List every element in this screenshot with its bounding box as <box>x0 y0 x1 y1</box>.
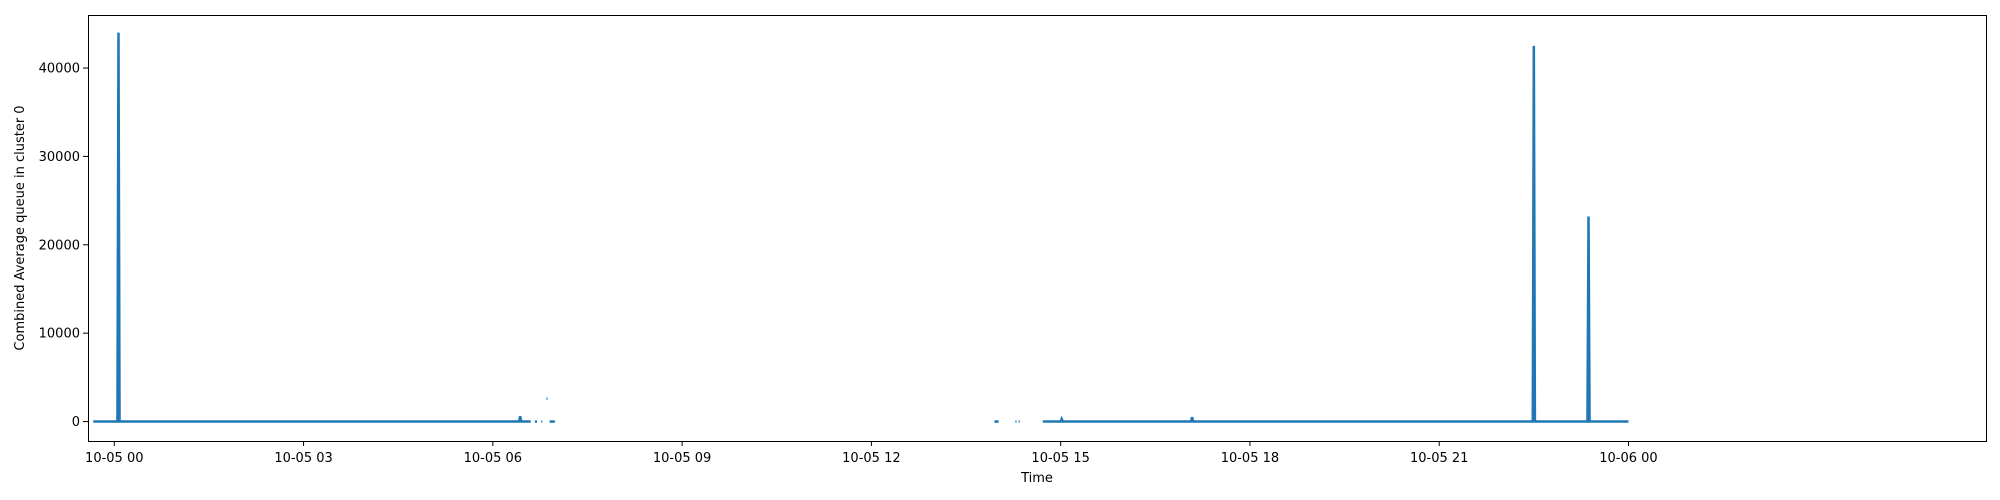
y-tick-label: 30000 <box>39 150 80 165</box>
y-tick-label: 10000 <box>39 327 80 342</box>
x-tick-label: 10-05 18 <box>1221 451 1279 466</box>
x-tick-label: 10-05 03 <box>274 451 332 466</box>
series-layer <box>93 32 1629 423</box>
x-tick-label: 10-06 00 <box>1599 451 1657 466</box>
x-tick-label: 10-05 06 <box>464 451 522 466</box>
x-tick-label: 10-05 21 <box>1410 451 1468 466</box>
y-tick-label: 20000 <box>39 238 80 253</box>
series-segment <box>1042 45 1629 423</box>
series-segment <box>93 32 531 423</box>
y-axis-label: Combined Average queue in cluster 0 <box>13 105 28 350</box>
plot-frame <box>88 15 1987 442</box>
x-tick-label: 10-05 00 <box>85 451 143 466</box>
x-tick-label: 10-05 15 <box>1031 451 1089 466</box>
y-tick-label: 40000 <box>39 62 80 77</box>
y-axis-ticks: 0 10000 20000 30000 40000 <box>39 62 88 430</box>
x-axis-ticks: 10-05 00 10-05 03 10-05 06 10-05 09 10-05 12… <box>85 441 1658 466</box>
y-tick-label: 0 <box>72 415 80 430</box>
x-tick-label: 10-05 12 <box>842 451 900 466</box>
x-tick-label: 10-05 09 <box>653 451 711 466</box>
x-axis-label: Time <box>1020 471 1053 486</box>
